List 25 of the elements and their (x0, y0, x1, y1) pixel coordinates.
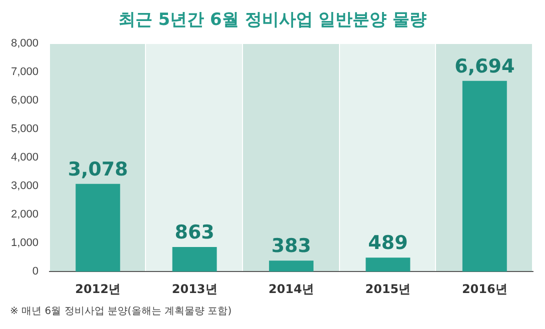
x-tick-label: 2012년 (75, 282, 121, 296)
text: ※ 매년 6월 정비사업 분양(올해는 계획물량 포함) (10, 305, 232, 318)
y-tick-label: 4,000 (10, 152, 39, 164)
y-tick-label: 0 (32, 266, 39, 278)
data-label: 6,694 (454, 55, 515, 78)
y-tick-label: 6,000 (10, 94, 39, 107)
y-tick-label: 7,000 (10, 66, 39, 78)
bar (76, 184, 120, 272)
y-tick-label: 8,000 (10, 38, 39, 50)
data-label: 489 (368, 232, 408, 254)
y-tick-label: 5,000 (10, 123, 39, 136)
bar (366, 258, 410, 272)
x-tick-label: 2013년 (172, 282, 218, 296)
bar (269, 260, 314, 272)
data-label: 383 (271, 235, 312, 258)
x-tick-label: 2016년 (462, 282, 508, 296)
chart-title: 최근 5년간 6월 정비사업 일반분양 물량 (117, 9, 428, 31)
bar (172, 247, 217, 272)
y-tick-label: 1,000 (10, 237, 39, 250)
x-tick-label: 2014년 (268, 282, 314, 296)
data-label: 863 (174, 221, 214, 244)
y-tick-label: 2,000 (10, 208, 39, 221)
y-tick-label: 3,000 (10, 180, 39, 192)
x-tick-label: 2015년 (365, 282, 411, 296)
data-label: 3,078 (68, 158, 128, 180)
